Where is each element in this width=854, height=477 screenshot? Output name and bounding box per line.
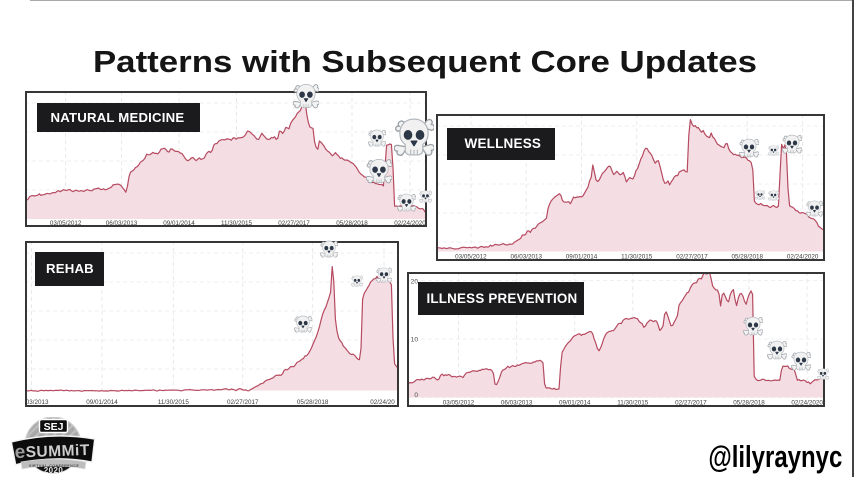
svg-text:SEJ: SEJ: [44, 421, 64, 433]
svg-text:05/28/2018: 05/28/2018: [336, 220, 368, 227]
svg-text:11/30/2015: 11/30/2015: [158, 399, 190, 406]
svg-text:2020: 2020: [44, 466, 64, 475]
svg-text:09/01/2014: 09/01/2014: [566, 254, 598, 261]
svg-text:03/05/2012: 03/05/2012: [443, 400, 475, 407]
svg-text:02/27/2017: 02/27/2017: [227, 399, 259, 406]
svg-text:06/03/2013: 06/03/2013: [106, 220, 138, 227]
svg-text:02/24/2020: 02/24/2020: [791, 400, 823, 407]
svg-text:02/24/2020: 02/24/2020: [787, 254, 819, 261]
svg-text:11/30/2015: 11/30/2015: [617, 400, 649, 407]
svg-text:02/24/20: 02/24/20: [370, 399, 395, 406]
svg-text:10: 10: [411, 337, 419, 344]
svg-text:11/30/2015: 11/30/2015: [621, 254, 653, 261]
svg-text:03/05/2012: 03/05/2012: [50, 220, 82, 227]
svg-text:09/01/2014: 09/01/2014: [559, 400, 591, 407]
svg-text:06/03/2013: 06/03/2013: [501, 400, 533, 407]
svg-text:VIRTUAL CONFERENCE: VIRTUAL CONFERENCE: [29, 464, 80, 468]
svg-text:20: 20: [411, 279, 419, 286]
svg-text:03/05/2012: 03/05/2012: [455, 254, 487, 261]
svg-text:05/28/2018: 05/28/2018: [733, 400, 765, 407]
svg-text:02/27/2017: 02/27/2017: [278, 220, 310, 227]
svg-text:0: 0: [414, 392, 418, 399]
svg-text:02/27/2017: 02/27/2017: [676, 254, 708, 261]
svg-text:05/28/2018: 05/28/2018: [297, 399, 329, 406]
svg-text:11/30/2015: 11/30/2015: [221, 220, 253, 227]
svg-text:e: e: [14, 442, 25, 463]
svg-text:02/24/2020: 02/24/2020: [394, 220, 426, 227]
svg-text:SUMMiT: SUMMiT: [25, 442, 90, 461]
svg-text:06/03/2013: 06/03/2013: [510, 254, 542, 261]
svg-text:03/2013: 03/2013: [26, 399, 49, 406]
svg-text:02/27/2017: 02/27/2017: [675, 400, 707, 407]
svg-text:09/01/2014: 09/01/2014: [86, 399, 118, 406]
svg-text:09/01/2014: 09/01/2014: [163, 220, 195, 227]
svg-text:05/28/2018: 05/28/2018: [732, 254, 764, 261]
